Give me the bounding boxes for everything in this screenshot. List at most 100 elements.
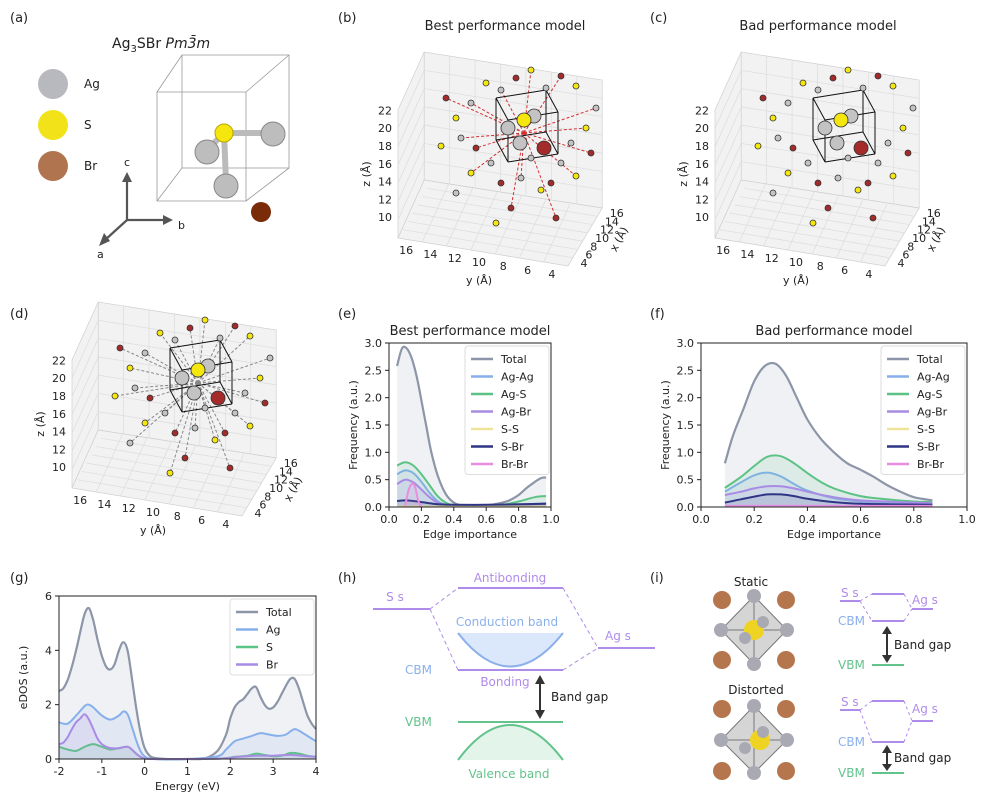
graph-edge xyxy=(114,382,199,397)
graph-edge xyxy=(523,132,557,219)
unit-cell-edge xyxy=(169,389,183,413)
z-tick-label: 18 xyxy=(695,140,709,153)
y-axis-label: Frequency (a.u.) xyxy=(347,380,360,470)
z-tick-label: 20 xyxy=(695,122,709,135)
grid-line xyxy=(739,196,910,225)
graph-edge xyxy=(197,382,206,409)
i-static-band-gap: Band gap xyxy=(894,638,951,652)
grid-line xyxy=(714,106,742,166)
legend-label-s-s: S-S xyxy=(917,423,935,436)
series-area-total xyxy=(59,607,316,760)
s-node xyxy=(437,142,445,150)
ag-node xyxy=(769,189,777,197)
z-axis-label: z (Å) xyxy=(677,161,690,186)
br-node xyxy=(226,464,234,472)
s-node xyxy=(516,112,532,128)
ag-node xyxy=(174,370,190,386)
x-tick-label: 4 xyxy=(580,257,587,270)
panel-i-diagram: Static Distorted S s xyxy=(713,575,951,780)
ag-atom xyxy=(213,173,239,199)
legend-label-ag-s: Ag-S xyxy=(917,388,942,401)
ag-node xyxy=(844,154,852,162)
unit-cell-atoms xyxy=(194,121,286,222)
legend-label-ag-ag: Ag-Ag xyxy=(501,371,534,384)
y-axis-label: Frequency (a.u.) xyxy=(659,380,672,470)
h-band-gap-label: Band gap xyxy=(551,690,608,704)
ag-node xyxy=(457,134,465,142)
panel-b-title: Best performance model xyxy=(425,19,586,34)
z-tick-label: 14 xyxy=(378,176,392,189)
br-node xyxy=(512,74,520,82)
ag-node xyxy=(241,389,249,397)
x-tick-label: 0.4 xyxy=(799,513,817,526)
grid-line xyxy=(412,212,583,242)
series-area-ag-ag xyxy=(397,470,547,507)
y-tick-label: 16 xyxy=(73,494,87,507)
series-area-s-br xyxy=(724,494,933,507)
ag-node xyxy=(171,336,179,344)
y-tick-label: 12 xyxy=(448,252,462,265)
y-tick-label: 10 xyxy=(472,256,486,269)
conduction-band-label: Conduction band xyxy=(456,615,558,629)
grid-line xyxy=(714,88,742,147)
series-line-total xyxy=(723,361,933,502)
unit-cell-edge xyxy=(862,131,876,155)
grid-line xyxy=(424,106,603,136)
grid-line xyxy=(421,183,449,243)
h-s-s-label: S s xyxy=(386,590,404,604)
z-tick-label: 16 xyxy=(695,158,709,171)
x-tick-label: 0.0 xyxy=(380,513,398,526)
s-node xyxy=(799,79,807,87)
unit-cell-edge xyxy=(495,89,547,99)
y-tick-label: 6 xyxy=(841,264,848,277)
graph-edge xyxy=(174,382,199,434)
series-line-br xyxy=(58,713,317,761)
x-tick-label: 0.6 xyxy=(477,513,495,526)
panel-label-b: (b) xyxy=(338,11,356,26)
y-tick-label: 2.5 xyxy=(365,364,383,377)
ag-node xyxy=(817,120,833,136)
s-node xyxy=(166,469,174,477)
ag-node xyxy=(497,86,505,94)
x-tick-label: 8 xyxy=(590,240,597,253)
br-node xyxy=(587,149,595,157)
grid-line xyxy=(217,453,245,513)
s-node xyxy=(482,79,490,87)
legend-box xyxy=(880,345,966,475)
grid-line xyxy=(96,446,267,475)
grid-line xyxy=(763,187,791,247)
formula: Ag3SBr Pm3̄m xyxy=(112,34,210,55)
grid-line xyxy=(422,196,593,225)
grid-line xyxy=(719,229,890,259)
x-tick-label: 4 xyxy=(897,257,904,270)
grid-line xyxy=(81,471,252,500)
series-line-ag-s xyxy=(724,454,933,504)
ag-node xyxy=(467,99,475,107)
br-node xyxy=(146,394,154,402)
x-tick-label: 8 xyxy=(907,240,914,253)
x-tick-label: 10 xyxy=(269,482,283,495)
floor-pane xyxy=(71,429,277,517)
x-tick-label: -1 xyxy=(96,765,107,778)
panel-label-d: (d) xyxy=(10,307,28,322)
legend-br-label: Br xyxy=(84,159,97,173)
z-tick-label: 12 xyxy=(695,193,709,206)
x-tick-label: 12 xyxy=(274,474,288,487)
legend-label-s-br: S-Br xyxy=(501,441,524,454)
unit-cell-edge xyxy=(169,339,221,349)
y-tick-label: 14 xyxy=(97,498,111,511)
x-tick-label: 0.8 xyxy=(510,513,528,526)
unit-cell xyxy=(156,54,290,202)
x-tick-label: 0.2 xyxy=(745,513,763,526)
grid-line xyxy=(787,191,815,251)
panel-e-chart: 0.0 0.2 0.4 0.6 0.8 1.0 0.0 0.5 1.0 1.5 2.0 2.5 3.0 E… xyxy=(347,324,560,541)
ag-node xyxy=(161,409,169,417)
ag-node xyxy=(126,439,134,447)
graph-edge xyxy=(189,327,199,384)
chart-title: Bad performance model xyxy=(755,324,912,339)
grid-line xyxy=(741,143,920,172)
y-tick-label: 2.0 xyxy=(365,392,383,405)
grid-line xyxy=(424,124,603,154)
ag-node xyxy=(517,174,525,182)
